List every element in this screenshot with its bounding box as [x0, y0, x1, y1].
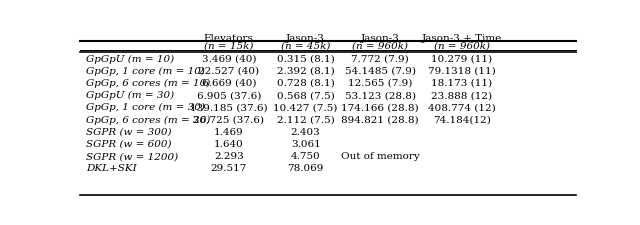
Text: 18.173 (11): 18.173 (11): [431, 79, 493, 88]
Text: GpGp, 6 cores (m = 30): GpGp, 6 cores (m = 30): [86, 115, 210, 125]
Text: GpGp, 1 core (m = 10): GpGp, 1 core (m = 10): [86, 67, 205, 76]
Text: 2.112 (7.5): 2.112 (7.5): [277, 115, 335, 124]
Text: Jason-3: Jason-3: [286, 34, 325, 43]
Text: 22.527 (40): 22.527 (40): [198, 67, 259, 76]
Text: DKL+SKI: DKL+SKI: [86, 164, 137, 173]
Text: 4.750: 4.750: [291, 152, 321, 161]
Text: 1.640: 1.640: [214, 140, 244, 149]
Text: 3.469 (40): 3.469 (40): [202, 54, 256, 63]
Text: 23.888 (12): 23.888 (12): [431, 91, 493, 100]
Text: 53.123 (28.8): 53.123 (28.8): [344, 91, 415, 100]
Text: 894.821 (28.8): 894.821 (28.8): [341, 115, 419, 124]
Text: 2.392 (8.1): 2.392 (8.1): [277, 67, 335, 76]
Text: 6.905 (37.6): 6.905 (37.6): [196, 91, 261, 100]
Text: 408.774 (12): 408.774 (12): [428, 103, 496, 112]
Text: 3.061: 3.061: [291, 140, 321, 149]
Text: Out of memory: Out of memory: [340, 152, 419, 161]
Text: SGPR (w = 300): SGPR (w = 300): [86, 128, 172, 137]
Text: 7.772 (7.9): 7.772 (7.9): [351, 54, 409, 63]
Text: 29.517: 29.517: [211, 164, 247, 173]
Text: GpGpU (m = 10): GpGpU (m = 10): [86, 54, 174, 64]
Text: SGPR (w = 1200): SGPR (w = 1200): [86, 152, 178, 161]
Text: (n = 45k): (n = 45k): [281, 42, 330, 51]
Text: 74.184(12): 74.184(12): [433, 115, 491, 124]
Text: 139.185 (37.6): 139.185 (37.6): [190, 103, 268, 112]
Text: 0.315 (8.1): 0.315 (8.1): [277, 54, 335, 63]
Text: Jason-3: Jason-3: [361, 34, 399, 43]
Text: GpGp, 6 cores (m = 10): GpGp, 6 cores (m = 10): [86, 79, 210, 88]
Text: SGPR (w = 600): SGPR (w = 600): [86, 140, 172, 149]
Text: 6.669 (40): 6.669 (40): [202, 79, 256, 88]
Text: (n = 15k): (n = 15k): [204, 42, 253, 51]
Text: 10.427 (7.5): 10.427 (7.5): [273, 103, 338, 112]
Text: 2.403: 2.403: [291, 128, 321, 137]
Text: 0.728 (8.1): 0.728 (8.1): [277, 79, 335, 88]
Text: 1.469: 1.469: [214, 128, 244, 137]
Text: 174.166 (28.8): 174.166 (28.8): [341, 103, 419, 112]
Text: 79.1318 (11): 79.1318 (11): [428, 67, 496, 76]
Text: (n = 960k): (n = 960k): [434, 42, 490, 51]
Text: 2.293: 2.293: [214, 152, 244, 161]
Text: 78.069: 78.069: [287, 164, 324, 173]
Text: 54.1485 (7.9): 54.1485 (7.9): [344, 67, 415, 76]
Text: 26.725 (37.6): 26.725 (37.6): [193, 115, 264, 124]
Text: 10.279 (11): 10.279 (11): [431, 54, 493, 63]
Text: Elevators: Elevators: [204, 34, 253, 43]
Text: (n = 960k): (n = 960k): [352, 42, 408, 51]
Text: 12.565 (7.9): 12.565 (7.9): [348, 79, 412, 88]
Text: GpGp, 1 core (m = 30): GpGp, 1 core (m = 30): [86, 103, 205, 112]
Text: GpGpU (m = 30): GpGpU (m = 30): [86, 91, 174, 100]
Text: Jason-3 + Time: Jason-3 + Time: [422, 34, 502, 43]
Text: 0.568 (7.5): 0.568 (7.5): [277, 91, 335, 100]
